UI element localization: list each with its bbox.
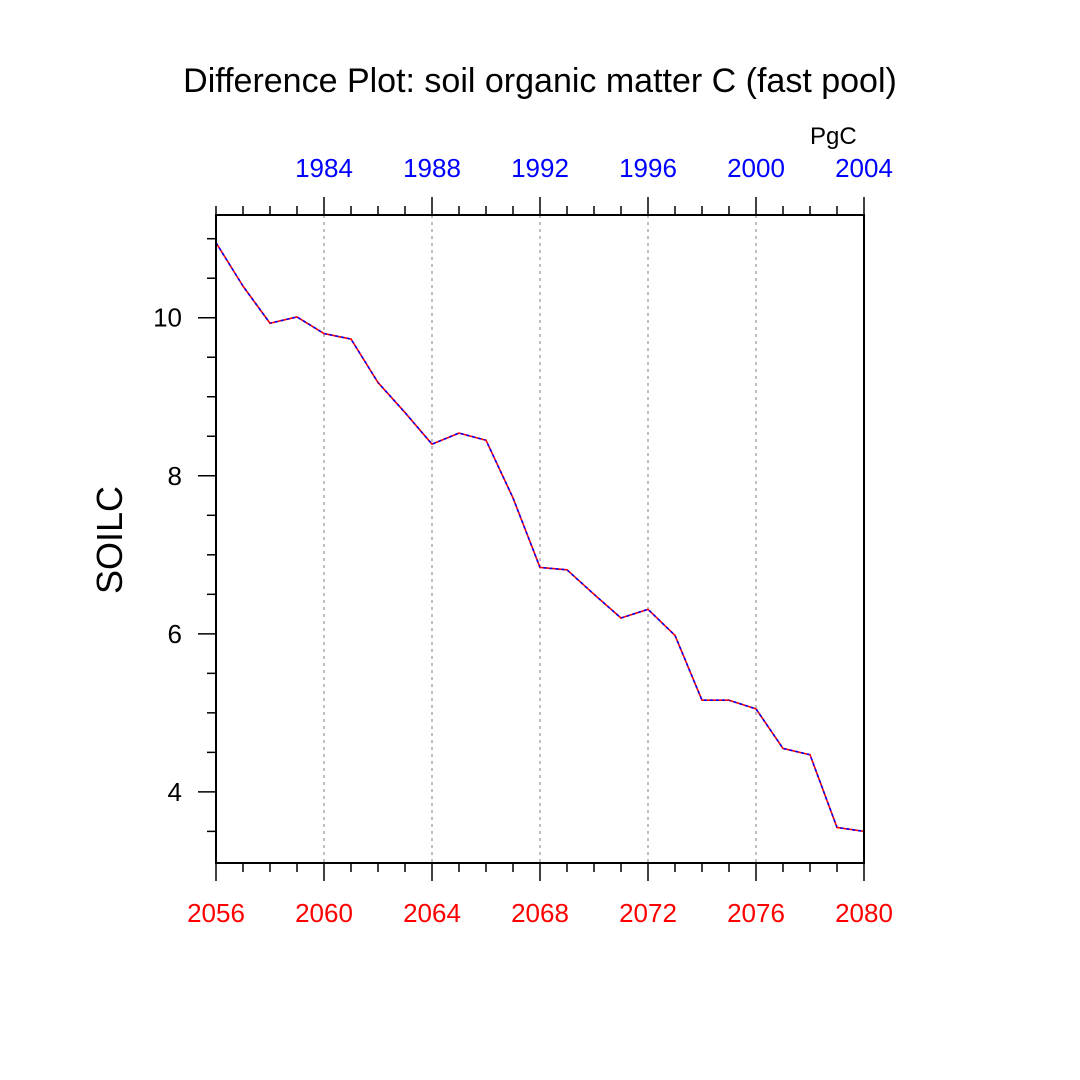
y-tick-label: 6 — [168, 619, 182, 649]
chart-title: Difference Plot: soil organic matter C (… — [183, 62, 897, 100]
grid-layer — [323, 215, 757, 863]
data-point — [647, 608, 649, 611]
data-point — [782, 747, 784, 750]
x-top-tick-label: 2000 — [727, 153, 785, 183]
x-bottom-tick-label: 2068 — [511, 898, 569, 928]
x-top-tick-label: 2004 — [835, 153, 893, 183]
ticks-layer — [198, 197, 865, 881]
data-point — [269, 322, 271, 325]
data-point — [485, 439, 487, 442]
data-point — [323, 332, 325, 335]
data-point — [566, 569, 568, 571]
data-point — [350, 338, 352, 340]
data-point — [620, 617, 622, 619]
data-point — [377, 381, 379, 384]
data-point — [674, 634, 676, 637]
x-bottom-tick-label: 2060 — [295, 898, 353, 928]
data-point — [539, 566, 541, 569]
data-point — [512, 497, 514, 499]
data-point — [755, 708, 757, 710]
units-label: PgC — [810, 123, 857, 150]
data-point — [701, 699, 703, 702]
x-top-tick-label: 1988 — [403, 153, 461, 183]
data-point — [593, 593, 595, 596]
x-top-tick-label: 1996 — [619, 153, 677, 183]
data-point — [809, 753, 811, 756]
x-bottom-tick-label: 2064 — [403, 898, 461, 928]
data-point — [431, 443, 433, 445]
y-tick-label: 8 — [168, 461, 182, 491]
data-point — [296, 316, 298, 318]
data-point — [836, 826, 838, 829]
x-top-tick-label: 1992 — [511, 153, 569, 183]
data-point — [404, 411, 406, 414]
y-tick-label: 10 — [153, 303, 182, 333]
data-point — [728, 699, 730, 702]
x-bottom-tick-label: 2056 — [187, 898, 245, 928]
y-tick-label: 4 — [168, 777, 182, 807]
x-top-tick-label: 1984 — [295, 153, 353, 183]
x-bottom-tick-label: 2080 — [835, 898, 893, 928]
x-bottom-tick-label: 2072 — [619, 898, 677, 928]
labels-layer: 2056 2060 2064 2068 2072 2076 2080 1984 1988 1992… — [153, 153, 893, 928]
x-bottom-tick-label: 2076 — [727, 898, 785, 928]
data-point — [458, 432, 460, 434]
data-point — [242, 285, 244, 287]
